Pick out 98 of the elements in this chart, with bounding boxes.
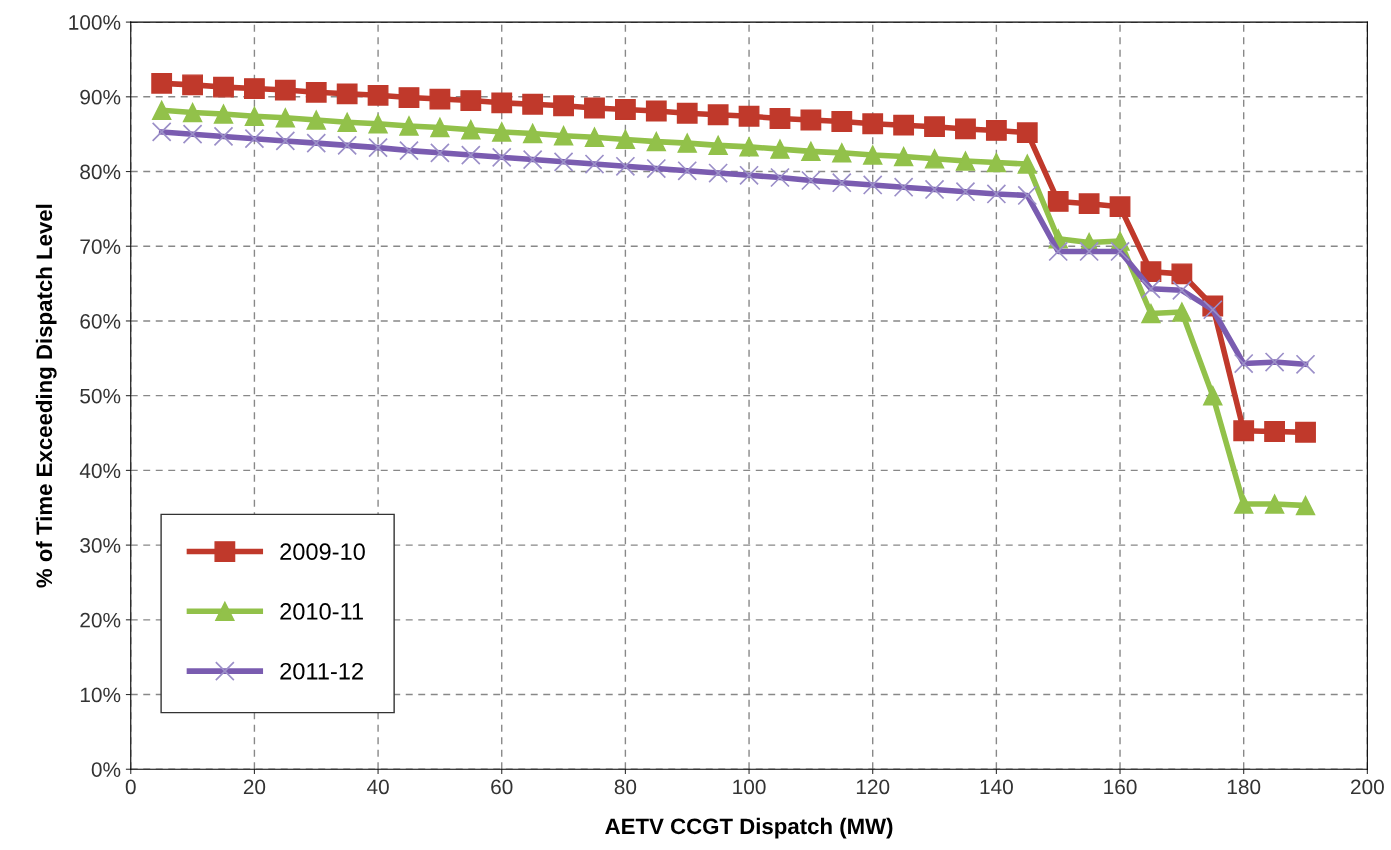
point — [924, 149, 945, 169]
point — [399, 116, 419, 136]
point — [1016, 122, 1038, 144]
point — [1264, 421, 1286, 442]
x-tick-label: 180 — [1227, 779, 1261, 795]
point — [924, 116, 945, 138]
point — [1109, 196, 1131, 218]
legend-label: 2011-12 — [280, 662, 363, 680]
y-tick-label: 10% — [80, 687, 121, 703]
point — [645, 100, 667, 122]
x-tick-label: 120 — [856, 779, 890, 795]
point — [491, 92, 513, 114]
point — [243, 78, 265, 100]
point — [213, 76, 234, 98]
point — [460, 90, 482, 111]
point — [1233, 494, 1254, 514]
point — [800, 109, 822, 131]
point — [676, 102, 698, 124]
point — [584, 97, 605, 119]
point — [646, 131, 667, 152]
point — [151, 72, 173, 94]
point — [429, 88, 451, 110]
y-tick-label: 70% — [80, 239, 121, 254]
y-tick-label: 0% — [91, 762, 121, 777]
point — [770, 139, 790, 159]
x-tick-label: 40 — [366, 779, 389, 795]
point — [862, 113, 884, 135]
point — [893, 114, 915, 136]
legend-label: 2010-11 — [280, 603, 363, 620]
point — [832, 143, 852, 163]
point — [955, 118, 976, 140]
point — [213, 104, 234, 124]
y-tick-label: 20% — [80, 612, 121, 628]
point — [955, 151, 976, 171]
x-tick-label: 160 — [1104, 779, 1137, 795]
x-tick-label: 20 — [243, 779, 266, 795]
point — [831, 111, 853, 132]
point — [986, 152, 1007, 173]
point — [244, 106, 265, 126]
point — [1078, 193, 1100, 215]
y-tick-label: 100% — [69, 15, 121, 30]
point — [1295, 421, 1316, 443]
y-tick-label: 30% — [80, 538, 121, 553]
x-tick-label: 80 — [614, 779, 637, 795]
point — [461, 119, 481, 140]
y-tick-label: 60% — [80, 313, 121, 329]
point — [182, 102, 203, 123]
y-tick-label: 50% — [80, 388, 121, 404]
point — [553, 95, 574, 117]
y-tick-label: 80% — [80, 164, 121, 180]
point — [275, 108, 296, 128]
point — [708, 135, 728, 156]
point — [367, 84, 389, 106]
point — [1203, 385, 1223, 406]
point — [985, 120, 1007, 141]
point — [769, 108, 791, 129]
point — [801, 141, 821, 162]
x-tick-label: 0 — [125, 779, 136, 795]
x-tick-label: 140 — [980, 779, 1013, 795]
point — [614, 99, 636, 120]
point — [1295, 495, 1316, 516]
point — [677, 133, 697, 153]
point — [862, 145, 883, 165]
point — [182, 74, 204, 96]
point — [1172, 302, 1192, 322]
point — [1017, 154, 1038, 174]
point — [368, 113, 388, 134]
y-tick-label: 90% — [80, 89, 121, 105]
point — [430, 117, 450, 138]
point — [615, 129, 636, 150]
point — [492, 122, 512, 142]
point — [584, 127, 605, 147]
x-tick-label: 100 — [733, 779, 766, 795]
point — [1264, 494, 1285, 514]
point — [707, 104, 729, 126]
point — [398, 87, 420, 108]
point — [337, 112, 357, 132]
point — [306, 110, 326, 130]
point — [1171, 263, 1193, 285]
legend-label: 2009-10 — [280, 543, 365, 561]
point — [1047, 190, 1069, 212]
point — [739, 137, 759, 157]
point — [522, 123, 543, 144]
point — [1233, 420, 1255, 442]
point — [522, 93, 544, 115]
point — [893, 146, 914, 167]
point — [553, 125, 574, 146]
point — [1141, 303, 1161, 324]
point — [336, 83, 358, 105]
x-tick-label: 200 — [1351, 779, 1384, 795]
y-axis-title: % of Time Exceeding Dispatch Level — [35, 204, 57, 588]
y-tick-label: 40% — [79, 463, 121, 479]
point — [305, 81, 327, 103]
x-axis-title: AETV CCGT Dispatch (MW) — [605, 817, 893, 839]
point — [274, 79, 296, 101]
point — [738, 105, 760, 127]
point — [151, 100, 172, 120]
x-tick-label: 60 — [491, 779, 513, 795]
